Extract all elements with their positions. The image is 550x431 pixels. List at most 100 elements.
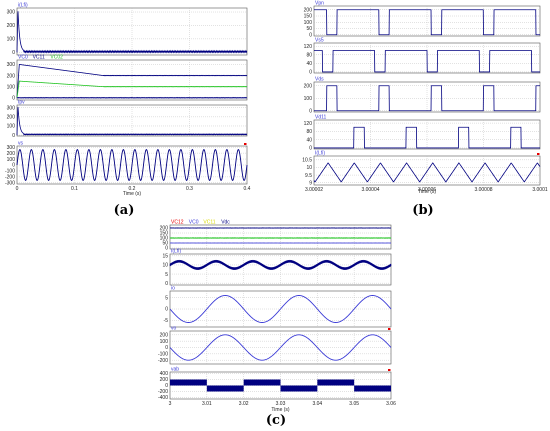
x-axis-label: Time (s)	[123, 191, 141, 197]
y-tick-label: -300	[5, 181, 15, 187]
y-tick-label: 0	[12, 50, 15, 56]
series-1-line	[313, 162, 541, 183]
panel-label: vs	[18, 141, 24, 147]
series-1-block	[170, 379, 207, 386]
y-tick-label: 200	[7, 151, 16, 157]
panel-label: Vd11	[315, 115, 327, 121]
x-tick-label: 3.00004	[361, 187, 379, 193]
y-tick-label: 200	[160, 226, 169, 232]
series-1-line	[314, 126, 540, 149]
y-tick-label: 300	[7, 105, 16, 111]
y-tick-label: 150	[160, 231, 169, 237]
panel-label: VC12	[171, 220, 184, 226]
panel-label: Vds	[315, 77, 324, 83]
y-tick-label: 0	[165, 281, 168, 287]
x-tick-label: 3	[169, 401, 172, 407]
panel-label: VC0	[189, 220, 199, 226]
x-tick-label: 3.05	[349, 401, 359, 407]
y-tick-label: 0	[165, 246, 168, 252]
y-tick-label: 400	[160, 371, 169, 377]
y-tick-label: 80	[306, 52, 312, 58]
panel-b-5: 10.510 9.59 I(Lfi)	[302, 151, 541, 186]
series-1-line	[169, 259, 392, 270]
x-tick-label: 3.06	[386, 401, 396, 407]
series-2-line	[16, 80, 248, 98]
series-1-line	[16, 106, 248, 136]
panel-label: VC11	[203, 220, 215, 226]
series-1-line	[314, 9, 540, 36]
plot-frame	[16, 7, 248, 56]
panel-b-2: 120 80 40 0 Vs5	[304, 38, 541, 76]
series-1-line	[314, 50, 540, 73]
y-tick-label: 0	[165, 307, 168, 313]
cursor-marker	[388, 328, 391, 330]
panel-a-3: 300 200 100 0 Ipv	[7, 100, 248, 139]
series-1-line	[169, 295, 392, 323]
cursor-marker	[537, 153, 540, 155]
plot-frame	[169, 253, 392, 286]
panel-label: vo	[171, 326, 177, 332]
panel-label: vab	[171, 367, 179, 373]
series-1-line	[16, 11, 248, 54]
x-tick-label: 3.00002	[305, 187, 323, 193]
y-tick-label: 40	[306, 137, 312, 143]
y-tick-label: 300	[7, 145, 16, 151]
y-tick-label: 100	[304, 96, 313, 102]
panel-label: VC0	[18, 55, 28, 61]
series-1-block	[354, 385, 391, 392]
y-tick-label: 200	[7, 73, 16, 79]
y-tick-label: 9	[309, 180, 312, 186]
panel-label: Ipv	[18, 100, 25, 106]
caption-a: (a)	[114, 203, 135, 218]
x-tick-label: 3.00008	[474, 187, 492, 193]
y-tick-label: 150	[304, 14, 313, 20]
x-tick-label: 3.00006	[418, 187, 436, 193]
x-tick-label: 0.1	[71, 186, 78, 192]
panel-label: i(Lfi)	[18, 3, 28, 9]
panel-b-3: 200 100 0 Vds	[304, 77, 541, 114]
y-tick-label: 120	[304, 121, 313, 127]
y-tick-label: 0	[165, 383, 168, 389]
y-tick-label: 200	[304, 7, 313, 13]
y-tick-label: 300	[7, 10, 16, 16]
x-tick-label: 3.03	[276, 401, 286, 407]
y-tick-label: 100	[7, 124, 16, 130]
y-tick-label: 10	[306, 165, 312, 171]
y-tick-label: -100	[158, 352, 168, 358]
panel-label: Vdc	[221, 220, 230, 226]
series-3-line	[16, 96, 248, 99]
panel-label: Vs5	[315, 38, 324, 44]
y-tick-label: 200	[7, 115, 16, 121]
y-tick-label: 0	[12, 95, 15, 101]
panel-label: Vpn	[315, 1, 324, 7]
y-tick-label: 0	[309, 70, 312, 76]
y-tick-label: 40	[306, 61, 312, 67]
y-tick-label: 200	[160, 333, 169, 339]
y-tick-label: 100	[304, 20, 313, 26]
y-tick-label: 15	[162, 254, 168, 260]
panel-a-1: 300 200 100 0 i(Lfi)	[7, 3, 248, 56]
plot-frame	[16, 104, 248, 137]
x-axis-label: Time (s)	[271, 407, 289, 413]
panel-label: io	[171, 286, 175, 292]
y-tick-label: 80	[306, 129, 312, 135]
series-1-line	[314, 85, 540, 112]
y-tick-label: 200	[7, 23, 16, 29]
series-1-line	[16, 63, 248, 98]
panel-label: VC02	[50, 55, 63, 61]
y-tick-label: 100	[160, 339, 169, 345]
y-tick-label: 5	[165, 272, 168, 278]
chart-b: 200150100500Vpn12080400Vs52001000Vds1208…	[302, 1, 548, 196]
series-1-block	[280, 385, 318, 392]
y-tick-label: 100	[7, 84, 16, 90]
series-1-block	[206, 385, 244, 392]
caption-c: (c)	[266, 413, 286, 428]
